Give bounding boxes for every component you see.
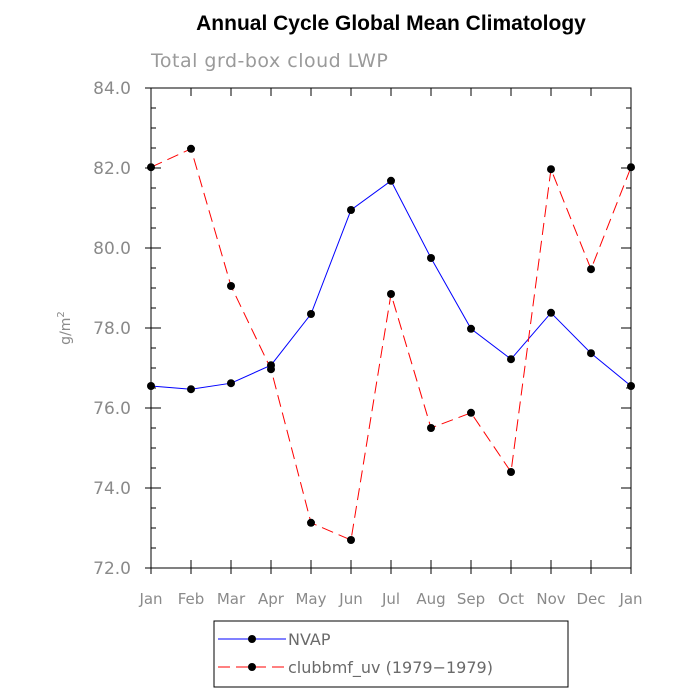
legend-label-nvap: NVAP xyxy=(288,630,331,649)
data-point-series-1 xyxy=(307,518,315,527)
legend-box xyxy=(213,620,569,688)
data-point-series-0 xyxy=(587,349,595,358)
data-point-series-1 xyxy=(227,282,235,290)
data-point-series-0 xyxy=(147,382,155,390)
data-point-series-0 xyxy=(547,308,555,317)
y-tick-label: 84.0 xyxy=(93,79,131,99)
data-point-series-0 xyxy=(227,379,235,388)
y-tick-label: 80.0 xyxy=(93,239,131,259)
data-point-series-0 xyxy=(387,176,395,185)
legend: NVAP clubbmf_uv (1979−1979) xyxy=(213,620,569,688)
data-point-series-0 xyxy=(467,324,475,333)
legend-label-clubbmf: clubbmf_uv (1979−1979) xyxy=(288,658,493,678)
y-tick-label: 82.0 xyxy=(93,159,131,179)
x-tick-label: Mar xyxy=(217,590,246,608)
data-point-series-0 xyxy=(427,254,435,262)
data-point-series-1 xyxy=(587,265,595,274)
data-point-series-0 xyxy=(307,310,315,318)
data-point-series-1 xyxy=(467,408,475,417)
axis-ticks xyxy=(145,87,632,574)
x-tick-label: May xyxy=(295,590,326,608)
chart-subtitle: Total grd-box cloud LWP xyxy=(150,50,388,72)
data-point-series-0 xyxy=(347,206,355,214)
x-tick-label: Jan xyxy=(618,590,642,608)
series-line-1 xyxy=(150,148,632,541)
data-point-series-1 xyxy=(507,468,515,476)
x-tick-label: Sep xyxy=(457,590,485,608)
chart-title: Annual Cycle Global Mean Climatology xyxy=(196,12,586,35)
data-point-series-1 xyxy=(187,144,195,153)
x-tick-label: Dec xyxy=(576,590,605,608)
legend-marker-nvap xyxy=(248,635,256,643)
x-tick-label: Aug xyxy=(416,590,445,608)
x-tick-label: Apr xyxy=(258,590,285,608)
data-point-series-0 xyxy=(187,385,195,394)
data-point-series-1 xyxy=(547,165,555,174)
data-point-series-1 xyxy=(147,163,155,172)
data-point-series-0 xyxy=(507,355,515,364)
legend-marker-clubbmf xyxy=(248,663,256,671)
data-point-series-1 xyxy=(387,290,395,298)
series-line-0 xyxy=(150,180,632,390)
data-point-series-1 xyxy=(427,424,435,432)
y-tick-label: 72.0 xyxy=(93,559,131,579)
y-tick-labels: 72.0 74.0 76.0 78.0 80.0 82.0 84.0 xyxy=(93,79,131,579)
data-point-series-0 xyxy=(627,382,635,390)
x-tick-label: Jan xyxy=(138,590,162,608)
y-tick-label: 74.0 xyxy=(93,479,131,499)
x-tick-label: Oct xyxy=(498,590,524,608)
data-point-series-1 xyxy=(627,163,635,172)
y-tick-label: 78.0 xyxy=(93,319,131,339)
x-tick-label: Jun xyxy=(338,590,362,608)
x-tick-label: Nov xyxy=(536,590,565,608)
x-tick-labels: Jan Feb Mar Apr May Jun Jul Aug Sep Oct Nov Dec Jan xyxy=(138,590,642,608)
series-group xyxy=(147,144,635,544)
x-tick-label: Feb xyxy=(178,590,205,608)
plot-frame xyxy=(150,87,632,569)
x-tick-label: Jul xyxy=(381,590,400,608)
data-point-series-1 xyxy=(347,536,355,544)
y-axis-label: g/m2 xyxy=(56,311,74,345)
data-point-series-1 xyxy=(267,365,275,374)
y-tick-label: 76.0 xyxy=(93,399,131,419)
